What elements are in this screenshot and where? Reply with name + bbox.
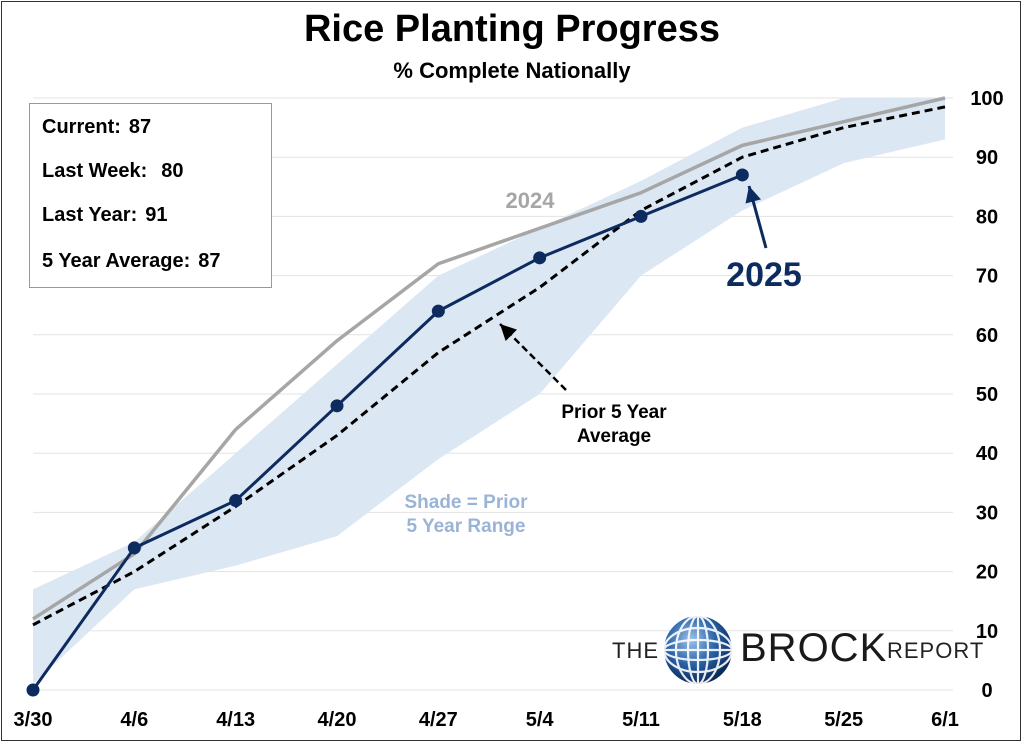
y-tick-label: 10 <box>976 621 998 643</box>
y-axis-ticks: 0 10 20 30 40 50 60 70 80 90 100 <box>970 88 1003 702</box>
stat-five-year-average: 5 Year Average: 87 <box>42 250 221 273</box>
x-tick-label: 5/4 <box>526 709 555 731</box>
range-band-area <box>33 98 945 685</box>
stat-value: 87 <box>128 116 152 138</box>
brock-report-logo: THE BROCK REPORT <box>612 612 983 688</box>
y-tick-label: 70 <box>976 266 998 288</box>
logo-brock-text: BROCK <box>740 626 888 670</box>
stats-box: Current: 87 Last Week: 80 Last Year: 91 5 Y… <box>29 103 272 288</box>
stat-value: 91 <box>145 204 168 226</box>
arrow-2025-head <box>745 186 761 204</box>
series-lines <box>26 96 946 697</box>
label-2025: 2025 <box>726 256 802 294</box>
label-prior-average-line2: Average <box>577 426 651 447</box>
x-tick-label: 4/27 <box>419 709 458 731</box>
data-point <box>533 251 547 265</box>
logo-report-text: REPORT <box>887 638 985 663</box>
x-tick-label: 3/30 <box>14 709 53 731</box>
chart-subtitle: % Complete Nationally <box>393 58 631 83</box>
x-tick-label: 5/18 <box>723 709 762 731</box>
stat-label: Last Week: <box>42 160 148 182</box>
y-tick-label: 100 <box>970 88 1003 110</box>
stat-value: 80 <box>161 160 184 182</box>
x-tick-label: 5/25 <box>824 709 863 731</box>
label-2024: 2024 <box>506 188 556 213</box>
data-point <box>127 541 141 555</box>
x-tick-label: 4/20 <box>318 709 357 731</box>
stat-value: 87 <box>198 250 221 272</box>
globe-icon <box>662 614 734 686</box>
range-band <box>33 98 945 685</box>
data-point <box>735 168 749 182</box>
y-tick-label: 40 <box>976 443 998 465</box>
annotations: 2024 2025 Prior 5 Year Average Shade = Prior… <box>404 185 802 537</box>
series-line-2025 <box>31 173 743 691</box>
stat-last-year: Last Year: 91 <box>42 204 168 227</box>
arrow-prior-average-head <box>500 324 517 341</box>
x-tick-label: 4/6 <box>120 709 148 731</box>
x-tick-label: 6/1 <box>931 709 959 731</box>
stat-label: Current: <box>42 116 121 138</box>
stat-last-week: Last Week: 80 <box>42 160 183 183</box>
y-tick-label: 90 <box>976 147 998 169</box>
label-shade-line2: 5 Year Range <box>406 516 525 537</box>
y-tick-label: 80 <box>976 206 998 228</box>
data-point <box>431 304 445 318</box>
logo-the-text: THE <box>612 638 659 663</box>
series-line-2024 <box>32 96 946 621</box>
y-tick-label: 50 <box>976 384 998 406</box>
x-axis-ticks: 3/30 4/6 4/13 4/20 4/27 5/4 5/11 5/18 5/25 6/1 <box>14 709 959 731</box>
data-point <box>634 209 648 223</box>
stat-current: Current: 87 <box>42 116 151 139</box>
series-line-prior-5-year-average <box>32 105 946 627</box>
stat-label: Last Year: <box>42 204 138 226</box>
x-tick-label: 5/11 <box>622 709 660 731</box>
y-tick-label: 0 <box>981 680 992 702</box>
y-tick-label: 60 <box>976 325 998 347</box>
label-prior-average-line1: Prior 5 Year <box>561 402 667 423</box>
chart-title: Rice Planting Progress <box>303 8 720 50</box>
data-point <box>229 494 243 508</box>
y-tick-label: 20 <box>976 562 998 584</box>
x-tick-label: 4/13 <box>216 709 255 731</box>
label-shade-line1: Shade = Prior <box>404 492 528 513</box>
y-tick-label: 30 <box>976 502 998 524</box>
data-point <box>26 683 40 697</box>
stat-label: 5 Year Average: <box>42 250 191 272</box>
data-point <box>330 399 344 413</box>
